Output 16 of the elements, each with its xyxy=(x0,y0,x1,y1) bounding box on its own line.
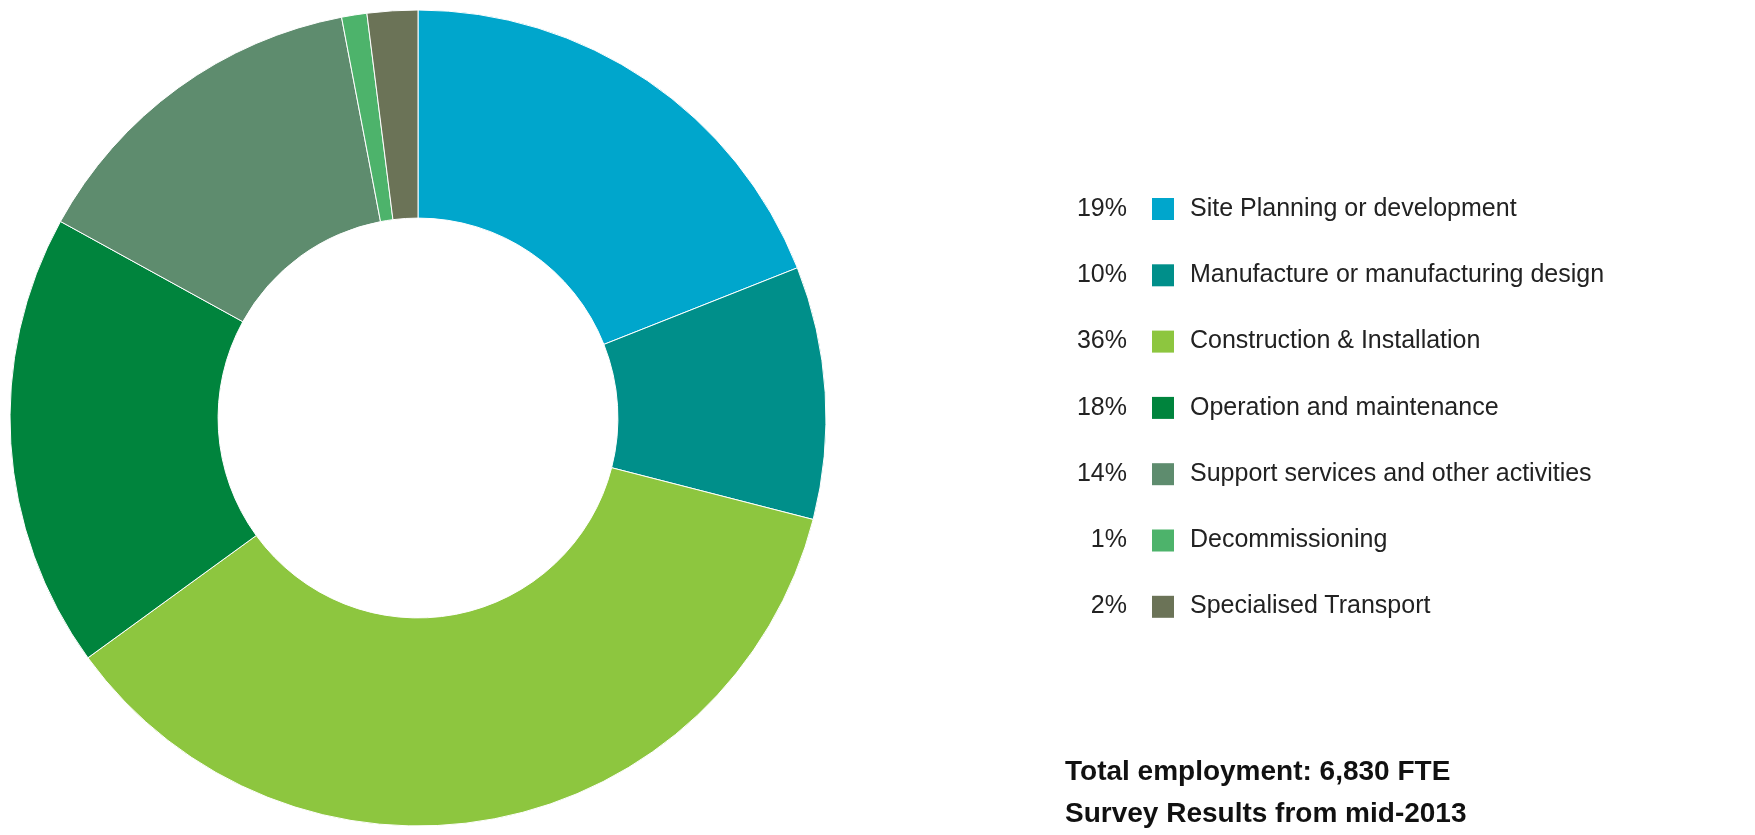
data-label: 19% xyxy=(1076,192,1127,221)
legend-label: Operation and maintenance xyxy=(1190,391,1499,420)
legend-label: Site Planning or development xyxy=(1190,192,1517,221)
data-label: 36% xyxy=(1076,325,1127,354)
legend-label: Manufacture or manufacturing design xyxy=(1190,258,1605,287)
legend-label: Construction & Installation xyxy=(1190,325,1481,354)
legend-label: Specialised Transport xyxy=(1190,590,1431,619)
data-label: 10% xyxy=(1076,258,1127,287)
data-label: 2% xyxy=(1090,590,1127,619)
data-label: 18% xyxy=(1076,391,1127,420)
legend-label: Decommissioning xyxy=(1190,524,1388,553)
text: Total employment: 6,830 FTE xyxy=(1065,755,1451,787)
data-label: 14% xyxy=(1076,457,1127,486)
legend-label: Support services and other activities xyxy=(1190,457,1592,486)
text: Survey Results from mid-2013 xyxy=(1065,797,1467,829)
data-label: 1% xyxy=(1090,524,1127,553)
